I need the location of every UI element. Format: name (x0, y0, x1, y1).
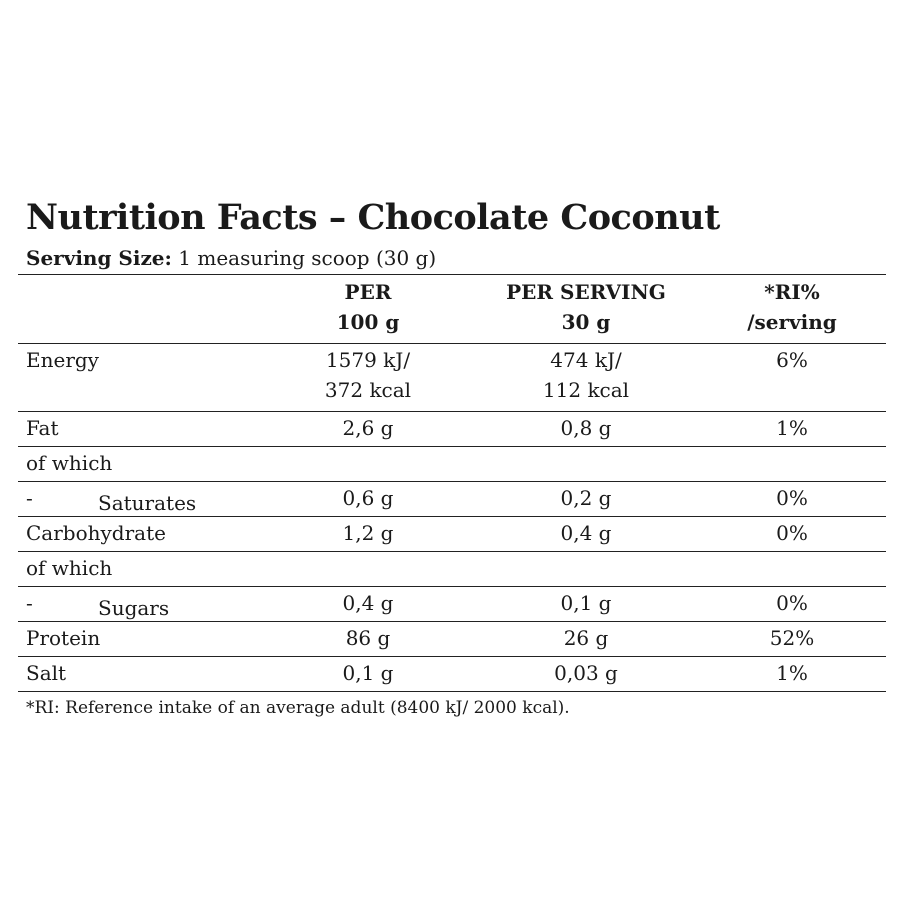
serving-size-value: 1 measuring scoop (30 g) (178, 246, 437, 270)
nutrient-name: Energy (26, 348, 99, 372)
nutrient-name: Protein (26, 626, 101, 650)
per-100g-value: 1,2 g (342, 521, 394, 545)
per-100g-value: 2,6 g (342, 416, 394, 440)
nutrient-name: of which (26, 556, 113, 580)
header-per-100g: PER 100 g (336, 280, 400, 334)
nutrient-name: Fat (26, 416, 59, 440)
nutrient-name: Carbohydrate (26, 521, 166, 545)
table-row-sugars: - Sugars 0,4 g 0,1 g 0% (18, 586, 886, 622)
nutrition-table: PER 100 g PER SERVING 30 g *RI% /serving… (18, 274, 886, 692)
table-row-saturates: - Saturates 0,6 g 0,2 g 0% (18, 481, 886, 517)
per-serving-value (474, 552, 698, 587)
nutrient-name: Salt (26, 661, 67, 685)
per-serving-value: 0,1 g (560, 591, 612, 615)
serving-size-label: Serving Size: (26, 246, 172, 270)
nutrient-name: - Sugars (18, 587, 262, 622)
ri-value: 0% (776, 486, 808, 510)
per-serving-value: 0,4 g (560, 521, 612, 545)
ri-value (698, 552, 886, 587)
ri-value: 1% (776, 661, 808, 685)
ri-value (698, 447, 886, 482)
nutrient-name: of which (26, 451, 113, 475)
serving-size: Serving Size: 1 measuring scoop (30 g) (26, 244, 886, 272)
header-ri-percent: *RI% /serving (747, 280, 837, 334)
ri-value: 1% (776, 416, 808, 440)
nutrition-facts-panel: Nutrition Facts – Chocolate Coconut Serv… (18, 196, 886, 721)
per-100g-value: 1579 kJ/ 372 kcal (324, 348, 412, 402)
per-100g-value: 0,4 g (342, 591, 394, 615)
footnote: *RI: Reference intake of an average adul… (26, 698, 570, 718)
header-per-serving: PER SERVING 30 g (506, 280, 666, 334)
per-serving-value: 26 g (563, 626, 609, 650)
table-row-salt: Salt 0,1 g 0,03 g 1% (18, 656, 886, 692)
per-100g-value (262, 447, 474, 482)
table-row-fat: Fat 2,6 g 0,8 g 1% (18, 411, 886, 447)
table-header-row: PER 100 g PER SERVING 30 g *RI% /serving (18, 274, 886, 344)
per-serving-value: 474 kJ/ 112 kcal (542, 348, 630, 402)
sub-item-dash: - (26, 591, 33, 615)
sub-item-label: Saturates (98, 491, 197, 515)
per-100g-value (262, 552, 474, 587)
ri-value: 0% (776, 521, 808, 545)
per-100g-value: 0,6 g (342, 486, 394, 510)
per-serving-value: 0,8 g (560, 416, 612, 440)
table-row-energy: Energy 1579 kJ/ 372 kcal 474 kJ/ 112 kca… (18, 343, 886, 412)
table-row-carbohydrate: Carbohydrate 1,2 g 0,4 g 0% (18, 516, 886, 552)
per-serving-value: 0,2 g (560, 486, 612, 510)
per-serving-value (474, 447, 698, 482)
ri-value: 6% (776, 348, 808, 372)
sub-item-dash: - (26, 486, 33, 510)
ri-value: 52% (769, 626, 815, 650)
table-row-of-which-carbohydrate: of which (18, 551, 886, 587)
table-row-protein: Protein 86 g 26 g 52% (18, 621, 886, 657)
per-100g-value: 86 g (345, 626, 391, 650)
nutrient-name: - Saturates (18, 482, 262, 517)
per-serving-value: 0,03 g (554, 661, 618, 685)
sub-item-label: Sugars (98, 596, 170, 620)
table-row-of-which-fat: of which (18, 446, 886, 482)
page-title: Nutrition Facts – Chocolate Coconut (26, 197, 720, 238)
header-nutrient (18, 275, 262, 344)
ri-value: 0% (776, 591, 808, 615)
per-100g-value: 0,1 g (342, 661, 394, 685)
